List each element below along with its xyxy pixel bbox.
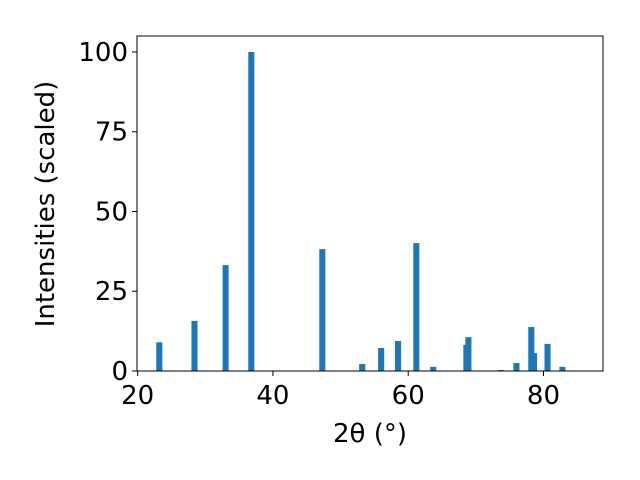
bar xyxy=(465,337,472,371)
y-tick-label: 0 xyxy=(111,357,128,387)
x-axis-label: 2θ (°) xyxy=(333,419,407,449)
y-tick-label: 75 xyxy=(95,118,128,148)
x-tick-label: 60 xyxy=(392,381,425,411)
bar xyxy=(222,265,229,371)
x-tick-label: 40 xyxy=(256,381,289,411)
bar xyxy=(530,353,538,371)
bar xyxy=(378,348,385,371)
bar xyxy=(544,343,551,371)
x-tick-label: 80 xyxy=(527,381,560,411)
bar xyxy=(528,326,535,371)
y-tick-label: 50 xyxy=(95,197,128,227)
bar xyxy=(248,51,255,371)
y-tick-label: 100 xyxy=(78,38,128,68)
bar xyxy=(156,342,163,371)
y-tick-label: 25 xyxy=(95,277,128,307)
bar xyxy=(359,363,366,371)
bar xyxy=(191,320,198,371)
bar xyxy=(319,249,326,371)
bar xyxy=(559,366,566,371)
bar xyxy=(395,341,402,371)
plot-frame xyxy=(136,35,604,372)
y-axis-label: Intensities (scaled) xyxy=(31,81,61,328)
bar xyxy=(413,243,420,371)
bar xyxy=(430,366,437,371)
x-tick-label: 20 xyxy=(121,381,154,411)
bar xyxy=(513,363,520,371)
